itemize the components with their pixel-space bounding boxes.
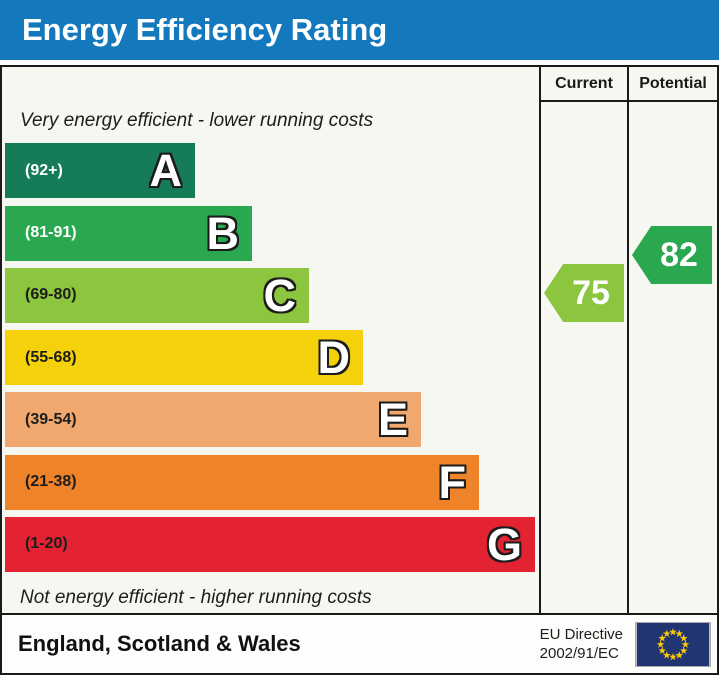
band-letter: A [149, 145, 183, 197]
top-note: Very energy efficient - lower running co… [20, 110, 374, 131]
band-range-label: (81-91) [25, 224, 77, 241]
band-row-g: (1-20) G [5, 516, 539, 572]
potential-column: 82 [629, 102, 717, 613]
band-range-label: (39-54) [25, 410, 77, 428]
band-letter: B [206, 207, 240, 259]
band-letter: G [486, 518, 522, 570]
header-spacer-cell [2, 67, 541, 102]
band-row-b: (81-91) B [5, 205, 539, 261]
band-chart-area: Very energy efficient - lower running co… [2, 102, 541, 613]
band-range-label: (92+) [25, 161, 63, 179]
column-header-potential: Potential [629, 67, 717, 102]
band-letter: E [377, 394, 408, 446]
band-range-label: (69-80) [25, 286, 77, 304]
rating-table: Current Potential Very energy efficient … [0, 65, 719, 675]
band-bar-e: (39-54) E [5, 392, 421, 448]
bottom-note: Not energy efficient - higher running co… [20, 587, 372, 608]
eu-directive-line2: 2002/91/EC [539, 645, 619, 662]
band-row-c: (69-80) C [5, 267, 539, 323]
band-list: (92+) A (81-91) B (69-80) C (55-68) D (39-54) E (2… [2, 136, 539, 579]
band-letter: F [438, 456, 467, 508]
region-label: England, Scotland & Wales [18, 631, 301, 656]
title-gap [0, 60, 719, 65]
band-bar-g: (1-20) G [5, 516, 535, 572]
page-title: Energy Efficiency Rating [0, 0, 719, 60]
current-column: 75 [541, 102, 629, 613]
current-rating-arrow: 75 [544, 264, 624, 322]
eu-directive-label: EU Directive 2002/91/EC [540, 625, 623, 663]
eu-directive-line1: EU Directive [539, 626, 623, 643]
band-row-e: (39-54) E [5, 392, 539, 448]
column-header-current: Current [541, 67, 629, 102]
band-range-label: (55-68) [25, 348, 77, 366]
potential-rating-arrow: 82 [632, 226, 712, 284]
eu-flag-icon [635, 621, 711, 667]
band-row-a: (92+) A [5, 143, 539, 199]
band-bar-f: (21-38) F [5, 454, 479, 510]
band-letter: C [263, 269, 297, 321]
band-range-label: (1-20) [25, 535, 68, 553]
band-row-f: (21-38) F [5, 454, 539, 510]
footer: England, Scotland & Wales EU Directive 2… [2, 613, 717, 673]
band-bar-a: (92+) A [5, 143, 195, 199]
band-row-d: (55-68) D [5, 330, 539, 385]
band-letter: D [317, 332, 351, 383]
band-range-label: (21-38) [25, 473, 77, 490]
band-bar-b: (81-91) B [5, 205, 252, 261]
band-bar-c: (69-80) C [5, 267, 309, 323]
band-bar-d: (55-68) D [5, 330, 363, 385]
